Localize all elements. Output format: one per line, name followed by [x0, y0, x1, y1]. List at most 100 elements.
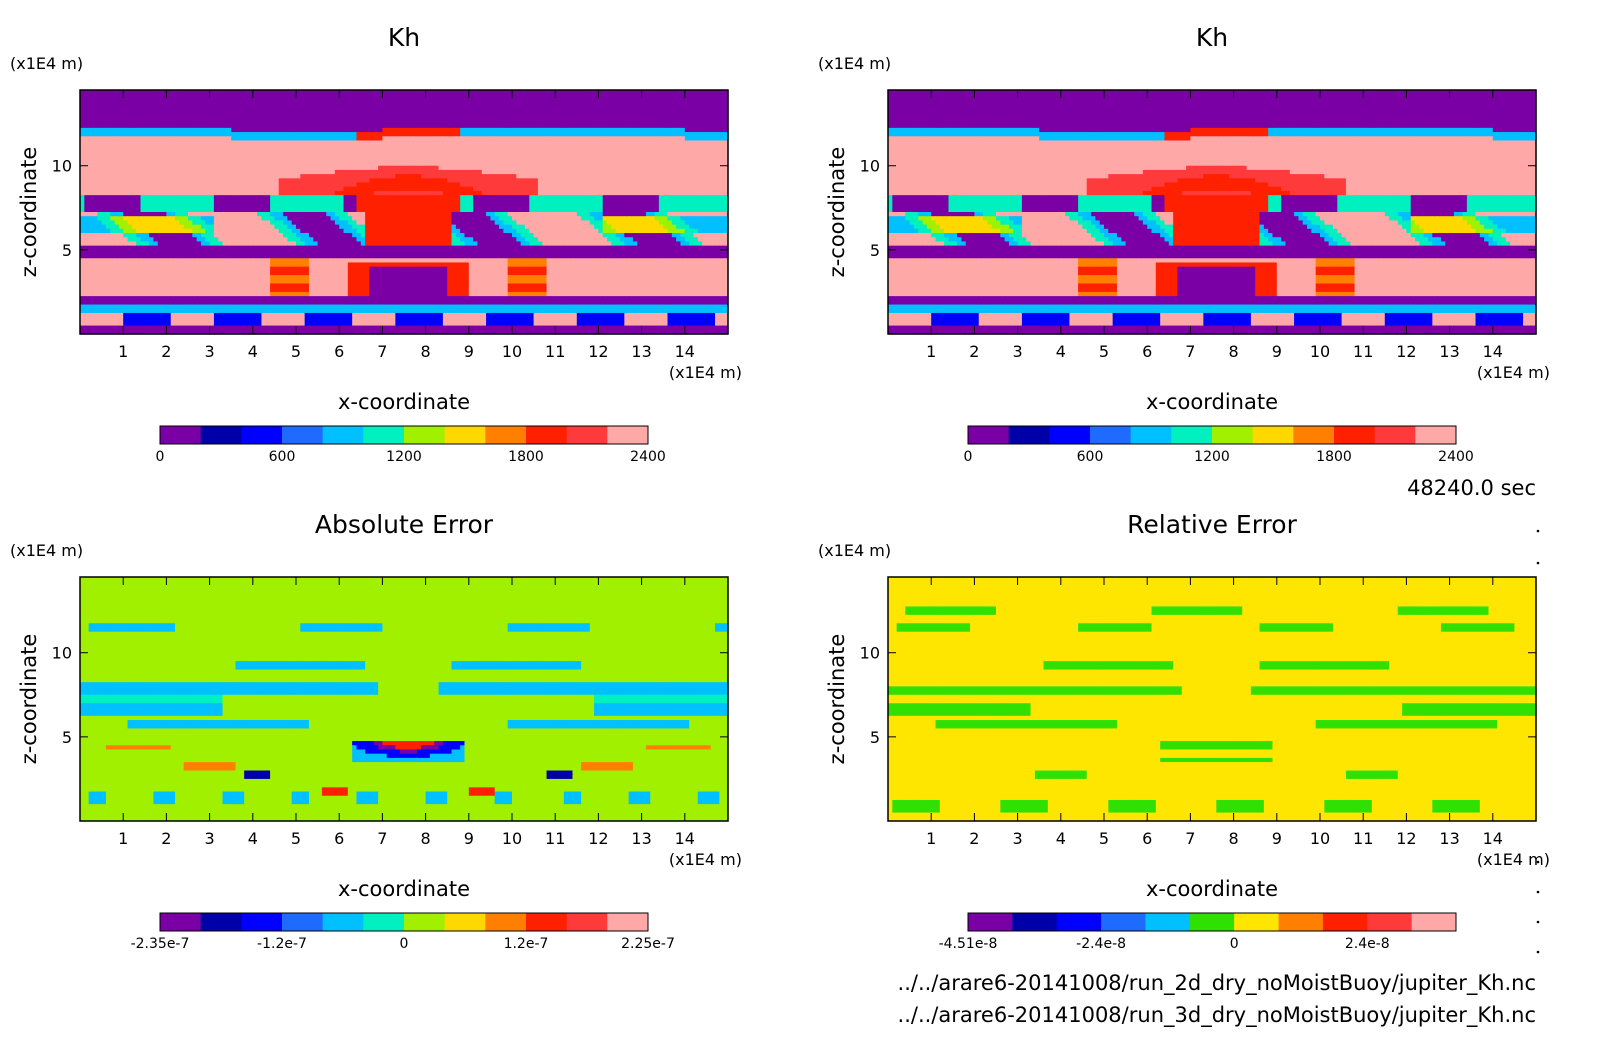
- heatmap-cell: [603, 162, 608, 167]
- heatmap-cell: [331, 220, 336, 225]
- heatmap-cell: [551, 174, 556, 179]
- heatmap-cell: [223, 132, 228, 137]
- heatmap-cell: [132, 140, 137, 145]
- heatmap-cell: [590, 170, 595, 175]
- heatmap-cell: [430, 111, 435, 116]
- heatmap-cell: [516, 136, 521, 141]
- heatmap-cell: [266, 220, 271, 225]
- heatmap-cell: [711, 178, 716, 183]
- heatmap-cell: [503, 94, 508, 99]
- heatmap-cell: [197, 128, 202, 133]
- heatmap-cell: [560, 162, 565, 167]
- heatmap-cell: [439, 162, 444, 167]
- heatmap-cell: [205, 183, 210, 188]
- heatmap-cell: [149, 208, 154, 213]
- heatmap-cell: [680, 157, 685, 162]
- heatmap-cell: [279, 103, 284, 108]
- heatmap-cell: [374, 183, 379, 188]
- heatmap-cell: [400, 208, 405, 213]
- heatmap-cell: [477, 204, 482, 209]
- heatmap-cell: [581, 174, 586, 179]
- heatmap-cell: [460, 216, 465, 221]
- heatmap-cell: [680, 124, 685, 129]
- heatmap-cell: [236, 216, 241, 221]
- heatmap-cell: [624, 187, 629, 192]
- heatmap-cell: [179, 204, 184, 209]
- heatmap-cell: [244, 162, 249, 167]
- heatmap-cell: [214, 191, 219, 196]
- heatmap-cell: [490, 166, 495, 171]
- heatmap-cell: [227, 128, 232, 133]
- heatmap-cell: [452, 166, 457, 171]
- heatmap-cell: [529, 212, 534, 217]
- heatmap-cell: [564, 162, 569, 167]
- heatmap-cell: [201, 191, 206, 196]
- heatmap-cell: [158, 170, 163, 175]
- heatmap-cell: [387, 208, 392, 213]
- heatmap-cell: [184, 216, 189, 221]
- heatmap-cell: [188, 128, 193, 133]
- heatmap-cell: [456, 107, 461, 112]
- heatmap-cell: [568, 162, 573, 167]
- heatmap-cell: [482, 115, 487, 120]
- heatmap-cell: [711, 208, 716, 213]
- heatmap-cell: [624, 107, 629, 112]
- heatmap-cell: [344, 119, 349, 124]
- heatmap-cell: [365, 204, 370, 209]
- heatmap-cell: [477, 115, 482, 120]
- heatmap-cell: [175, 124, 180, 129]
- heatmap-cell: [279, 107, 284, 112]
- heatmap-cell: [430, 195, 435, 200]
- heatmap-cell: [629, 94, 634, 99]
- heatmap-cell: [119, 220, 124, 225]
- heatmap-cell: [490, 216, 495, 221]
- heatmap-cell: [529, 191, 534, 196]
- heatmap-cell: [555, 103, 560, 108]
- heatmap-cell: [624, 178, 629, 183]
- heatmap-cell: [512, 199, 517, 204]
- heatmap-cell: [693, 166, 698, 171]
- heatmap-cell: [240, 149, 245, 154]
- heatmap-cell: [102, 187, 107, 192]
- heatmap-cell: [361, 94, 366, 99]
- heatmap-cell: [607, 191, 612, 196]
- heatmap-cell: [162, 212, 167, 217]
- heatmap-cell: [620, 119, 625, 124]
- heatmap-cell: [439, 98, 444, 103]
- heatmap-cell: [668, 107, 673, 112]
- heatmap-cell: [676, 178, 681, 183]
- heatmap-cell: [300, 183, 305, 188]
- heatmap-cell: [218, 216, 223, 221]
- heatmap-cell: [426, 183, 431, 188]
- heatmap-cell: [598, 140, 603, 145]
- heatmap-cell: [629, 187, 634, 192]
- heatmap-cell: [270, 157, 275, 162]
- heatmap-cell: [244, 220, 249, 225]
- heatmap-cell: [668, 115, 673, 120]
- heatmap-cell: [689, 195, 694, 200]
- heatmap-cell: [149, 157, 154, 162]
- heatmap-cell: [629, 216, 634, 221]
- heatmap-cell: [292, 119, 297, 124]
- heatmap-cell: [598, 157, 603, 162]
- heatmap-cell: [585, 136, 590, 141]
- heatmap-cell: [464, 174, 469, 179]
- heatmap-cell: [387, 170, 392, 175]
- heatmap-cell: [650, 178, 655, 183]
- heatmap-cell: [577, 162, 582, 167]
- heatmap-cell: [93, 98, 98, 103]
- heatmap-cell: [391, 140, 396, 145]
- heatmap-cell: [84, 178, 89, 183]
- heatmap-cell: [356, 140, 361, 145]
- heatmap-cell: [598, 115, 603, 120]
- heatmap-cell: [192, 94, 197, 99]
- heatmap-cell: [292, 124, 297, 129]
- heatmap-cell: [331, 111, 336, 116]
- heatmap-cell: [348, 94, 353, 99]
- heatmap-cell: [525, 94, 530, 99]
- heatmap-cell: [499, 178, 504, 183]
- heatmap-cell: [149, 204, 154, 209]
- heatmap-cell: [93, 208, 98, 213]
- heatmap-cell: [408, 145, 413, 150]
- heatmap-cell: [335, 115, 340, 120]
